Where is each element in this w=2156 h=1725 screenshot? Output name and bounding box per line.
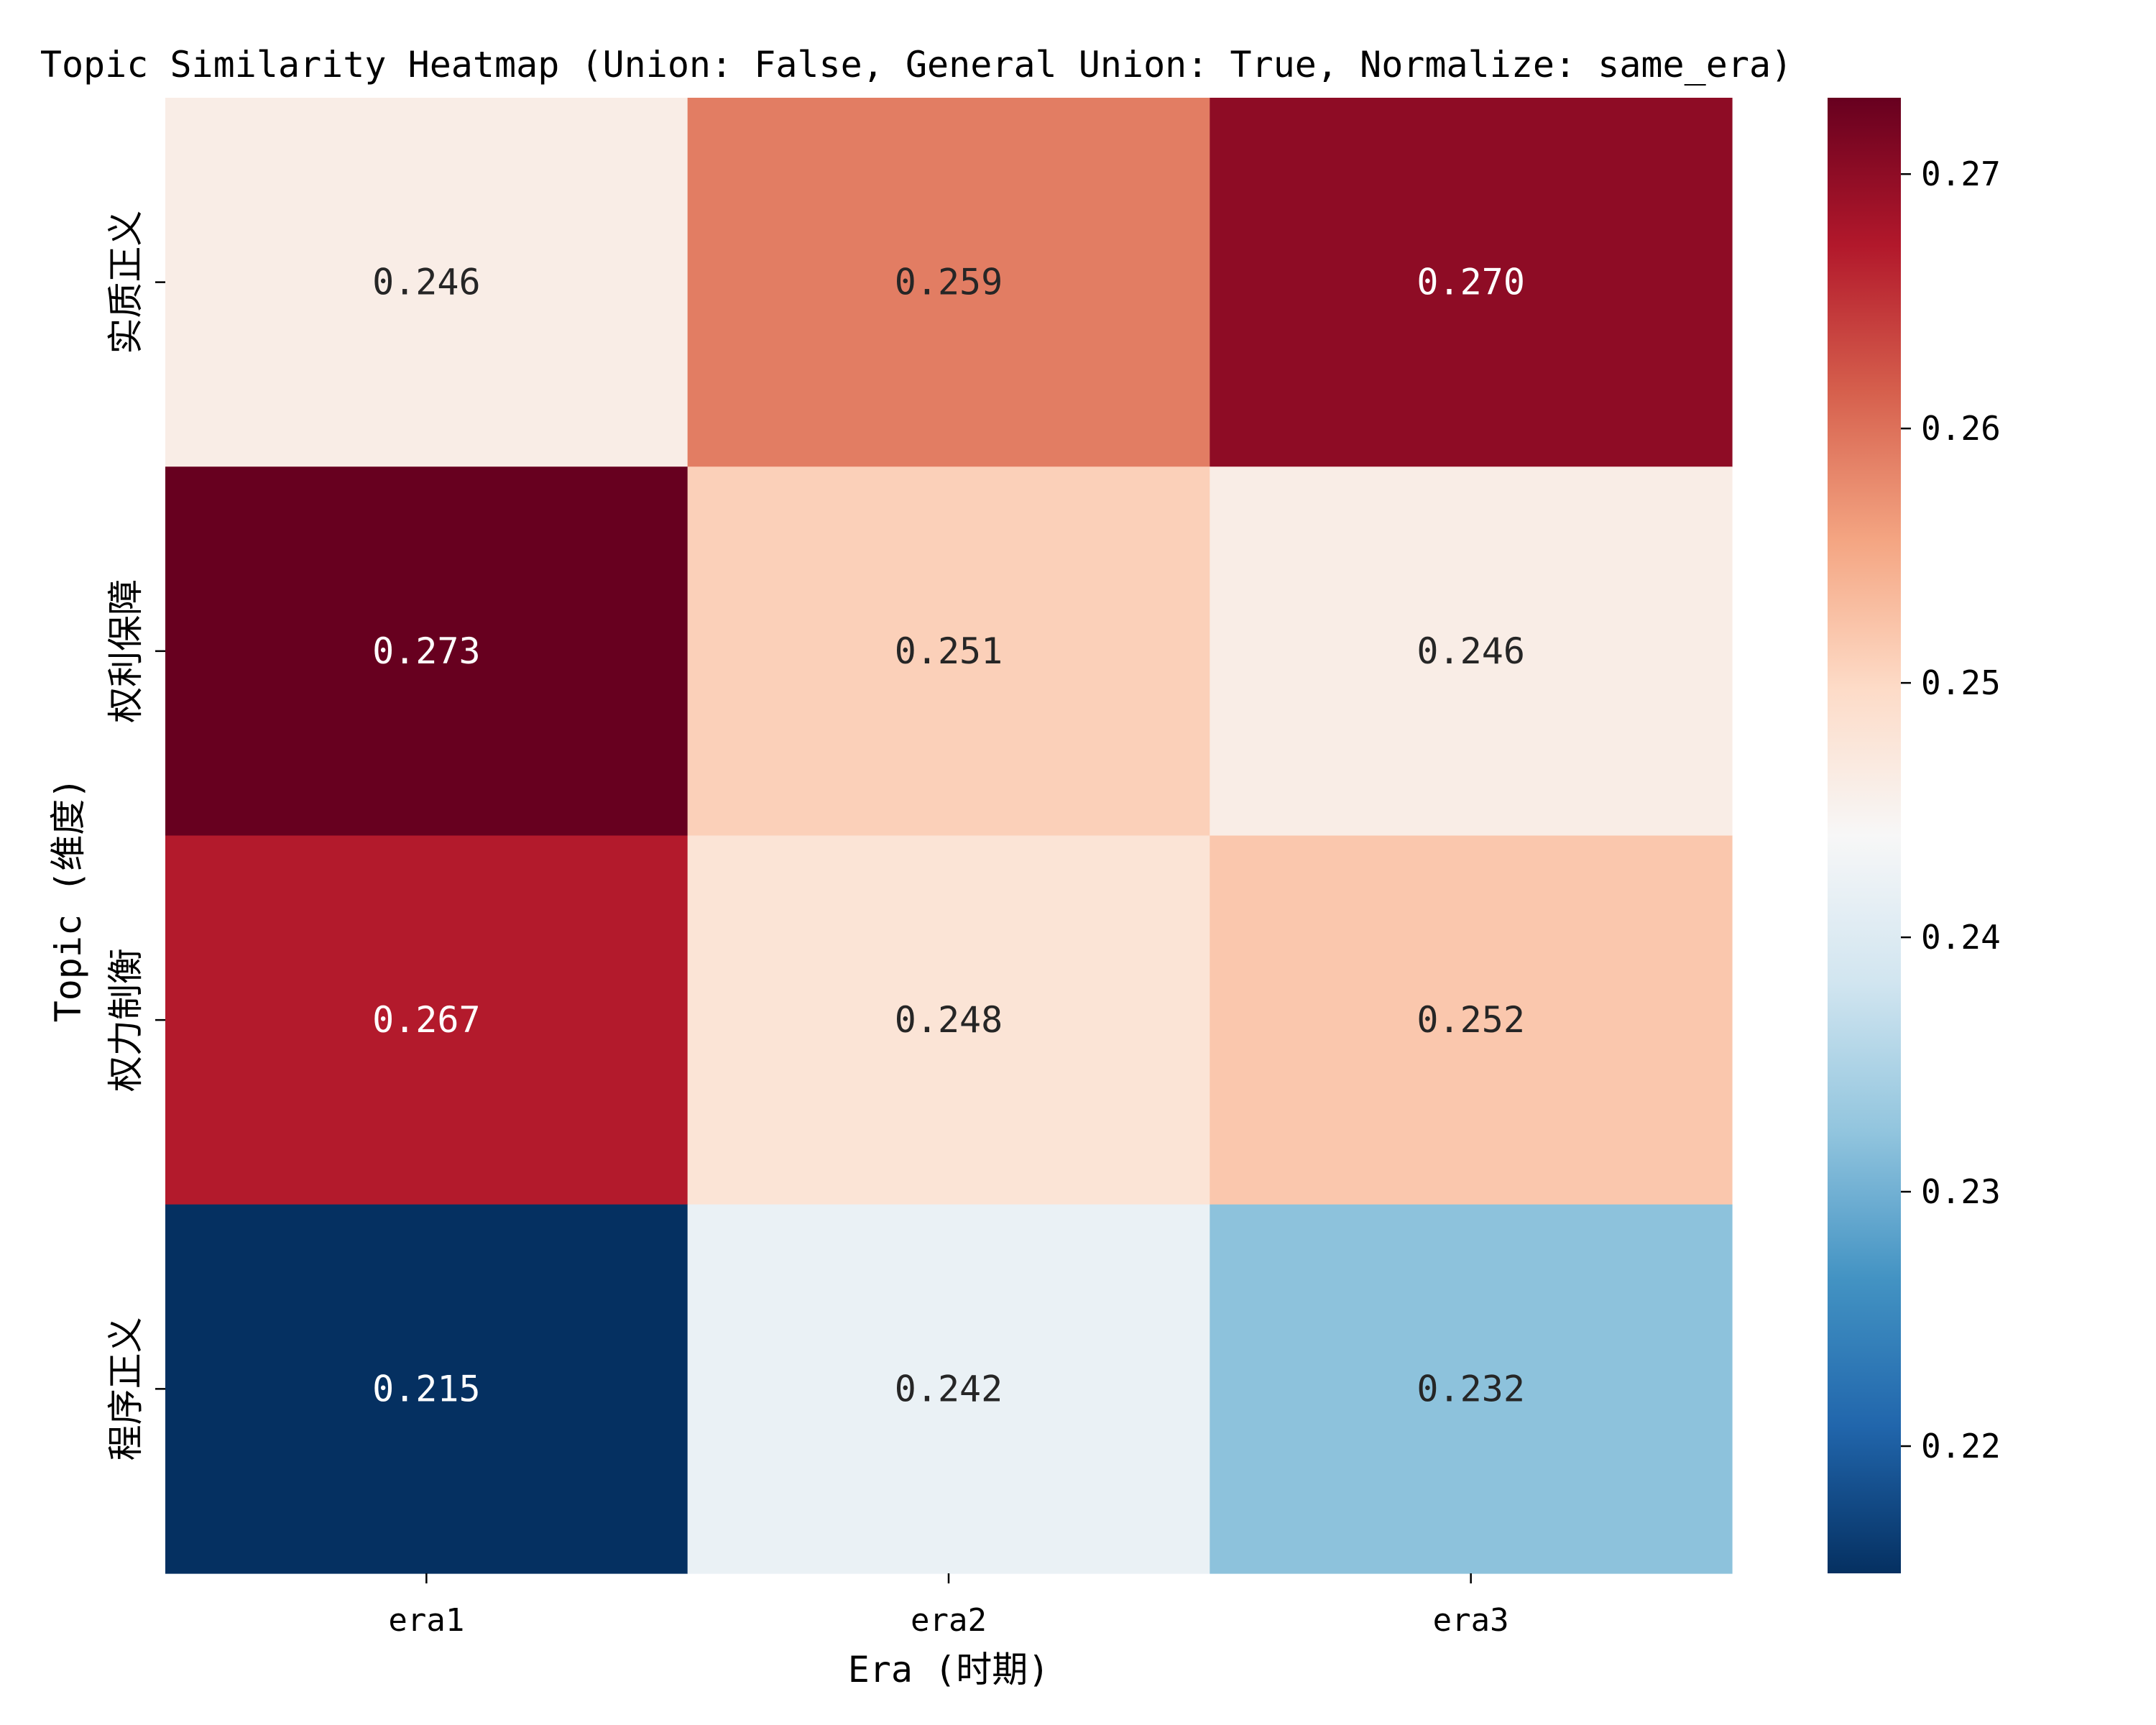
x-tick-label: era3 (1433, 1602, 1509, 1639)
heatmap-cell-labels: 0.246 0.259 0.270 0.273 0.251 0.246 0.267 0.248… (372, 262, 1525, 1410)
heatmap-cell (687, 466, 1210, 837)
colorbar (1828, 98, 1901, 1573)
x-axis-ticks: era1 era2 era3 (388, 1573, 1509, 1639)
heatmap-cells (165, 98, 1733, 1574)
heatmap-cell (687, 98, 1210, 467)
heatmap-cell (165, 1204, 688, 1574)
chart-title: Topic Similarity Heatmap (Union: False, … (40, 44, 1792, 86)
x-tick-label: era1 (388, 1602, 464, 1639)
y-tick-label: 权利保障 (105, 579, 147, 723)
heatmap-cell (687, 1204, 1210, 1574)
y-tick-label: 程序正义 (105, 1317, 147, 1460)
cell-value-label: 0.267 (372, 999, 481, 1041)
cell-value-label: 0.248 (895, 999, 1003, 1041)
heatmap-cell (687, 835, 1210, 1205)
cell-value-label: 0.246 (1416, 630, 1525, 672)
y-axis-label: Topic (维度) (47, 778, 89, 1023)
heatmap-cell (1210, 98, 1733, 467)
cell-value-label: 0.273 (372, 630, 481, 672)
colorbar-tick-label: 0.24 (1921, 918, 2001, 957)
heatmap-cell (165, 835, 688, 1205)
y-tick-label: 实质正义 (105, 211, 147, 354)
heatmap-cell (1210, 835, 1733, 1205)
colorbar-tick-label: 0.27 (1921, 155, 2001, 193)
heatmap-cell (1210, 466, 1733, 837)
cell-value-label: 0.242 (895, 1368, 1003, 1409)
cell-value-label: 0.246 (372, 262, 481, 303)
colorbar-tick-label: 0.22 (1921, 1427, 2001, 1466)
colorbar-tick-label: 0.26 (1921, 409, 2001, 448)
cell-value-label: 0.251 (895, 630, 1003, 672)
x-tick-label: era2 (911, 1602, 987, 1639)
cell-value-label: 0.270 (1416, 262, 1525, 303)
colorbar-tick-label: 0.25 (1921, 663, 2001, 702)
heatmap-cell (165, 466, 688, 837)
cell-value-label: 0.259 (895, 262, 1003, 303)
heatmap-cell (165, 98, 688, 467)
cell-value-label: 0.215 (372, 1368, 481, 1409)
colorbar-tick-label: 0.23 (1921, 1172, 2001, 1211)
cell-value-label: 0.252 (1416, 999, 1525, 1041)
colorbar-ticks: 0.22 0.23 0.24 0.25 0.26 0.27 (1901, 155, 2001, 1466)
cell-value-label: 0.232 (1416, 1368, 1525, 1409)
y-tick-label: 权力制衡 (105, 948, 147, 1092)
heatmap-cell (1210, 1204, 1733, 1574)
x-axis-label: Era (时期) (848, 1649, 1050, 1690)
